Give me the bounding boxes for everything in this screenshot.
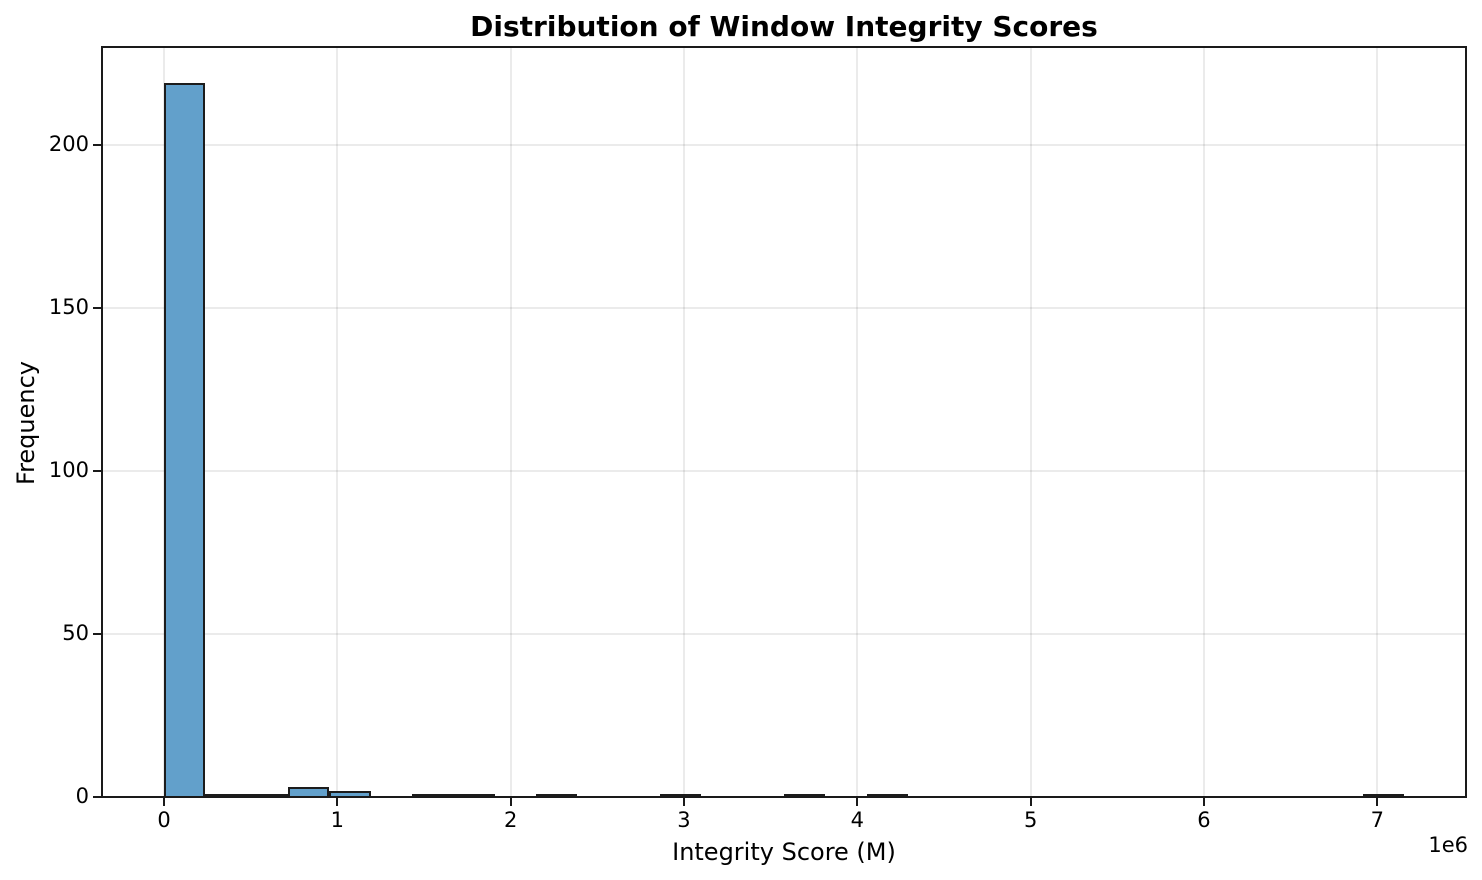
histogram-bar: [1362, 793, 1405, 797]
x-gridline: [509, 47, 512, 797]
y-tick-label: 50: [62, 620, 89, 645]
x-gridline: [336, 47, 339, 797]
x-tick-label: 6: [1197, 808, 1211, 832]
x-gridline: [1376, 47, 1379, 797]
x-tick-mark: [856, 798, 859, 806]
x-tick-label: 2: [503, 808, 518, 832]
x-tick-mark: [163, 798, 166, 806]
y-gridline: [102, 632, 1466, 635]
x-gridline: [856, 47, 859, 797]
x-tick-label: 7: [1370, 808, 1384, 832]
x-gridline: [682, 47, 685, 797]
x-tick-mark: [1376, 798, 1379, 806]
histogram-bar: [246, 793, 288, 797]
x-tick-mark: [509, 798, 512, 806]
y-gridline: [102, 306, 1466, 309]
y-tick-label: 150: [48, 294, 89, 319]
x-tick-label: 0: [157, 808, 171, 832]
x-tick-mark: [682, 798, 685, 806]
y-tick-label: 200: [48, 131, 89, 156]
x-tick-label: 3: [677, 808, 691, 832]
x-tick-label: 4: [850, 808, 864, 832]
x-tick-label: 1: [330, 808, 345, 832]
x-axis-offset-label: 1e6: [1428, 833, 1468, 857]
histogram-bar: [866, 793, 909, 797]
chart-title: Distribution of Window Integrity Scores: [470, 10, 1098, 43]
y-tick-mark: [93, 143, 101, 146]
x-tick-mark: [1202, 798, 1205, 806]
plot-area: 0 1 2 3 4 5 6 7 0 50 100 150 200: [49, 46, 1467, 832]
y-tick-label: 0: [75, 784, 89, 808]
y-tick-mark: [93, 306, 101, 309]
x-tick-mark: [1029, 798, 1032, 806]
x-tick-label: 5: [1023, 808, 1038, 832]
y-gridline: [102, 469, 1466, 472]
y-gridline: [102, 143, 1466, 146]
histogram-bar: [784, 793, 826, 797]
histogram-bar: [412, 793, 454, 797]
histogram-bar: [164, 82, 206, 797]
histogram-bar: [536, 793, 578, 797]
x-tick-mark: [336, 798, 339, 806]
x-gridline: [1029, 47, 1032, 797]
x-axis-label: Integrity Score (M): [672, 838, 896, 866]
plot-frame: [101, 46, 1467, 798]
x-gridline: [1202, 47, 1205, 797]
histogram-bar: [453, 793, 495, 797]
y-tick-mark: [93, 632, 101, 635]
histogram-bar: [660, 793, 702, 797]
histogram-bar: [329, 790, 371, 797]
histogram-bar: [205, 793, 247, 797]
y-tick-mark: [93, 469, 101, 472]
y-tick-mark: [93, 796, 101, 798]
histogram-bar: [288, 787, 330, 797]
y-tick-label: 100: [48, 457, 89, 482]
